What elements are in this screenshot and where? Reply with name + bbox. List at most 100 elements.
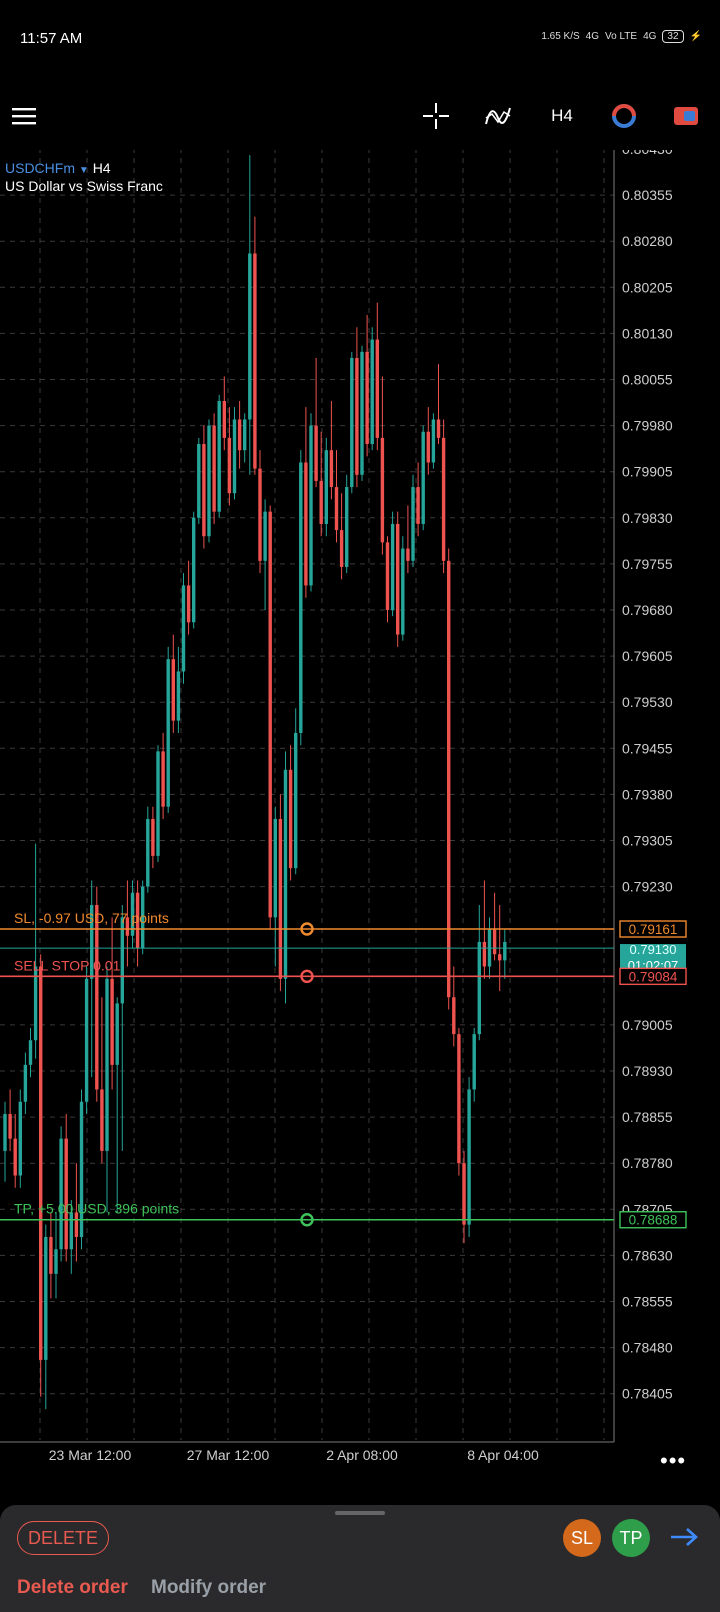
hamburger-menu-icon[interactable] <box>4 96 44 136</box>
candle-body <box>243 419 247 451</box>
candle <box>288 745 293 881</box>
candle <box>324 437 328 537</box>
candle <box>135 880 140 967</box>
chart-title: USDCHFm ▼ H4 <box>5 160 111 176</box>
candle <box>304 407 308 598</box>
candle-body <box>74 1212 79 1237</box>
crosshair-icon[interactable] <box>416 96 456 136</box>
candle <box>355 327 359 488</box>
candle <box>472 1027 476 1102</box>
candle <box>125 880 130 967</box>
candle <box>309 413 313 592</box>
candle-body <box>69 1212 73 1250</box>
price-chart[interactable]: 0.80430 0.80355 0.80280 0.80205 0.80130 0.800… <box>0 150 720 1505</box>
candle-body <box>375 339 379 438</box>
candle-body <box>431 419 436 463</box>
candle-body <box>472 1034 476 1090</box>
price-tick-label: 0.79530 <box>622 694 673 710</box>
candle-body <box>294 732 298 869</box>
price-tick-label: 0.78780 <box>622 1155 673 1171</box>
sell-stop-handle <box>300 969 314 984</box>
candle <box>452 966 456 1047</box>
price-tick-label: 0.78555 <box>622 1294 673 1310</box>
candles <box>3 155 507 1410</box>
candle <box>100 997 104 1164</box>
candle-body <box>44 1236 48 1360</box>
candle <box>273 806 277 967</box>
price-tick-label: 0.80280 <box>622 233 673 249</box>
tp-price-box <box>619 1211 687 1229</box>
more-options-icon[interactable]: ••• <box>660 1448 687 1473</box>
candle-body <box>263 511 267 561</box>
price-tick-label: 0.80205 <box>622 279 673 295</box>
candle <box>263 499 267 610</box>
candle-body <box>105 978 109 1151</box>
sl-button[interactable]: SL <box>563 1519 601 1557</box>
candle <box>64 1114 68 1262</box>
candle-body <box>110 978 114 1065</box>
timeframe-button[interactable]: H4 <box>551 106 573 125</box>
candle <box>401 536 405 641</box>
candle-body <box>3 1114 7 1151</box>
candle-body <box>248 253 252 420</box>
order-panel: DELETE SL TP Delete order Modify order <box>0 1505 720 1612</box>
candle-body <box>135 892 140 949</box>
indicators-icon[interactable] <box>478 96 518 136</box>
candle <box>462 1150 466 1244</box>
symbol-dropdown-icon[interactable]: ▼ <box>78 165 89 176</box>
candle <box>181 573 186 684</box>
candle-body <box>197 444 201 518</box>
candle-body <box>462 1163 466 1225</box>
candle-body <box>23 1064 28 1102</box>
candle-body <box>426 431 430 463</box>
price-tick-label: 0.79305 <box>622 833 673 849</box>
candle-body <box>355 357 359 475</box>
candle-body <box>447 560 451 998</box>
candle-body <box>13 1138 17 1176</box>
candle-body <box>95 905 99 1090</box>
price-tick-label: 0.78930 <box>622 1063 673 1079</box>
price-tick-label: 0.79830 <box>622 510 673 526</box>
time-axis-label: 27 Mar 12:00 <box>187 1447 270 1463</box>
candle <box>406 505 410 574</box>
candle-body <box>314 425 318 481</box>
candle-body <box>304 462 308 586</box>
candle-body <box>166 659 170 807</box>
candle-body <box>360 351 364 475</box>
tp-button[interactable]: TP <box>612 1519 650 1557</box>
candle <box>283 751 288 1004</box>
candle <box>375 302 379 451</box>
candle <box>457 1027 461 1176</box>
candle-body <box>212 425 216 512</box>
candle <box>161 732 165 819</box>
tab-delete-order[interactable]: Delete order <box>17 1577 128 1598</box>
trade-icon[interactable] <box>666 96 706 136</box>
candle-body <box>477 941 481 1035</box>
candle <box>421 425 425 531</box>
tab-modify-order[interactable]: Modify order <box>151 1577 267 1598</box>
delete-button[interactable]: DELETE <box>17 1521 109 1555</box>
price-tick-label: 0.80130 <box>622 325 673 341</box>
candle <box>345 474 349 574</box>
price-tick-label: 0.80430 <box>622 150 673 157</box>
chart-symbol[interactable]: USDCHFm <box>5 160 75 176</box>
drag-handle[interactable] <box>335 1511 385 1515</box>
price-tick-label: 0.78630 <box>622 1247 673 1263</box>
candle <box>120 905 124 1151</box>
chart-toolbar: H4 <box>0 80 720 150</box>
quotes-icon[interactable] <box>604 96 644 136</box>
tp-price: 0.78688 <box>629 1213 678 1228</box>
arrow-right-icon[interactable] <box>664 1517 704 1557</box>
candle-body <box>401 548 405 635</box>
candle-body <box>385 542 390 610</box>
price-tick-label: 0.78405 <box>622 1386 673 1402</box>
candle-body <box>141 886 145 949</box>
time-axis-label: 2 Apr 08:00 <box>326 1447 398 1463</box>
candle-body <box>283 769 288 979</box>
candle <box>258 450 262 574</box>
candle <box>186 560 191 635</box>
sl-handle <box>300 922 314 936</box>
candle <box>360 345 364 481</box>
candle-body <box>79 1101 84 1237</box>
candle <box>477 905 481 1041</box>
